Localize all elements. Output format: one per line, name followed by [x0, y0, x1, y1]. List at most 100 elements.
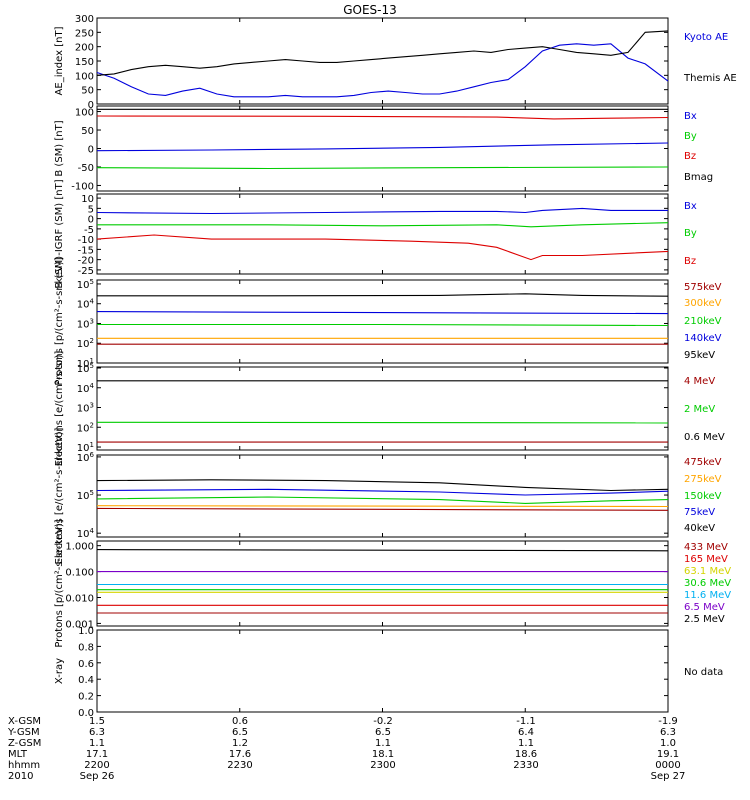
orbit-value: 6.5 [375, 727, 391, 738]
ytick-label: 106 [77, 451, 95, 464]
ytick-label: 0.2 [78, 692, 94, 703]
orbit-value: 6.5 [232, 727, 248, 738]
ylabel: B (SM) [nT] [54, 120, 65, 176]
series-line-protons-3 [96, 311, 669, 315]
panel-ae: 300 250 200 150 100 50 0 AE_index [nT] Kyoto AE T… [54, 14, 737, 111]
orbit-value: Sep 26 [80, 771, 115, 782]
ytick-label: 100 [75, 71, 94, 82]
ytick-label: -15 [78, 245, 94, 256]
ytick-label: 1.0 [78, 626, 94, 637]
legend-item: 6.5 MeV [684, 602, 725, 613]
series-line-electrons2-2 [96, 496, 669, 504]
legend-item: By [684, 131, 697, 142]
ytick-label: 250 [75, 28, 94, 39]
series-line-electrons1-1 [96, 421, 669, 424]
legend-item: 30.6 MeV [684, 578, 731, 589]
legend-item: 2.5 MeV [684, 614, 725, 625]
ytick-label: 0.100 [65, 568, 94, 579]
ytick-label: 0.6 [78, 659, 94, 670]
ytick-label: -25 [78, 266, 94, 277]
legend-item: 95keV [684, 350, 715, 361]
orbit-row-label: X-GSM [8, 716, 41, 727]
orbit-row-label: hhmm [8, 760, 40, 771]
legend-item: By [684, 228, 697, 239]
ytick-label: 150 [75, 57, 94, 68]
ytick-label: 0 [88, 215, 94, 226]
ytick-label: 104 [77, 382, 95, 395]
legend-item: 210keV [684, 316, 722, 327]
legend-item: Bz [684, 151, 696, 162]
ytick-label: 105 [77, 278, 94, 291]
legend-item: 11.6 MeV [684, 590, 731, 601]
orbit-value: 1.2 [232, 738, 248, 749]
panel-frame [96, 193, 669, 275]
ytick-label: 0.4 [78, 675, 94, 686]
series-line-electrons2-4 [96, 505, 669, 508]
series-line-electrons2-0 [96, 479, 669, 492]
figure-title: GOES-13 [343, 3, 397, 17]
orbit-row-label: Y-GSM [7, 727, 40, 738]
orbit-value: 2230 [227, 760, 252, 771]
ylabel: B (SM)-IGRF (SM) [nT] [54, 179, 65, 288]
ylabel: X-ray [54, 658, 65, 684]
orbit-value: 18.6 [515, 749, 537, 760]
ytick-label: -20 [78, 256, 94, 267]
panel-frame [96, 629, 669, 713]
orbit-value: 1.5 [89, 716, 105, 727]
ytick-label: 0.0 [78, 708, 94, 719]
no-data-label: No data [684, 667, 723, 678]
ytick-label: 200 [75, 43, 94, 54]
series-line-bsm-2 [96, 115, 669, 120]
legend-item: 2 MeV [684, 404, 715, 415]
orbit-value: -1.1 [516, 716, 536, 727]
ylabel: AE_index [nT] [54, 26, 65, 95]
orbit-value: Sep 27 [651, 771, 686, 782]
panel-frame [96, 454, 669, 538]
orbit-value: 6.4 [518, 727, 534, 738]
ytick-label: -50 [78, 163, 94, 174]
panel-frame [96, 279, 669, 364]
series-line-digrf-0 [96, 207, 668, 215]
orbit-value: 1.1 [375, 738, 391, 749]
legend-item: 475keV [684, 457, 722, 468]
ytick-label: 5 [88, 204, 94, 215]
legend-item: 150keV [684, 491, 722, 502]
orbit-value: 6.3 [660, 727, 676, 738]
ytick-label: 102 [77, 421, 94, 434]
legend-item: Themis AE [683, 73, 737, 84]
series-line-ae-0 [96, 43, 669, 98]
legend-item: 140keV [684, 333, 722, 344]
series-line-protons-0 [97, 293, 669, 297]
series-line-protons2-6 [96, 549, 669, 552]
orbit-value: 1.0 [660, 738, 676, 749]
legend-item: Kyoto AE [684, 32, 728, 43]
orbit-row-label: MLT [8, 749, 28, 760]
ytick-label: 0 [88, 100, 94, 111]
orbit-value: 17.6 [229, 749, 251, 760]
legend-item: Bx [684, 201, 697, 212]
series-line-electrons2-1 [96, 507, 669, 511]
legend-item: 433 MeV [684, 542, 728, 553]
ytick-label: 300 [75, 14, 94, 25]
series-line-protons-2 [97, 323, 669, 327]
ylabel: Electrons [e/(cm²-s-sr)] [54, 351, 65, 467]
orbit-value: 2300 [370, 760, 395, 771]
ytick-label: 104 [77, 527, 95, 540]
series-line-digrf-1 [97, 222, 669, 228]
ytick-label: 105 [77, 362, 94, 375]
legend-item: Bz [684, 256, 696, 267]
orbit-value: 0000 [655, 760, 680, 771]
ytick-label: 1.000 [65, 542, 94, 553]
ytick-label: -5 [84, 225, 94, 236]
ytick-label: 105 [77, 489, 94, 502]
ytick-label: 0.010 [65, 593, 94, 604]
orbit-value: 0.6 [232, 716, 248, 727]
ytick-label: 100 [75, 108, 94, 119]
orbit-row-label: Z-GSM [8, 738, 41, 749]
orbit-value: 17.1 [86, 749, 108, 760]
series-line-bsm-1 [96, 166, 669, 170]
panel-xray: 1.0 0.8 0.6 0.4 0.2 0.0 X-ray No data [54, 626, 723, 719]
